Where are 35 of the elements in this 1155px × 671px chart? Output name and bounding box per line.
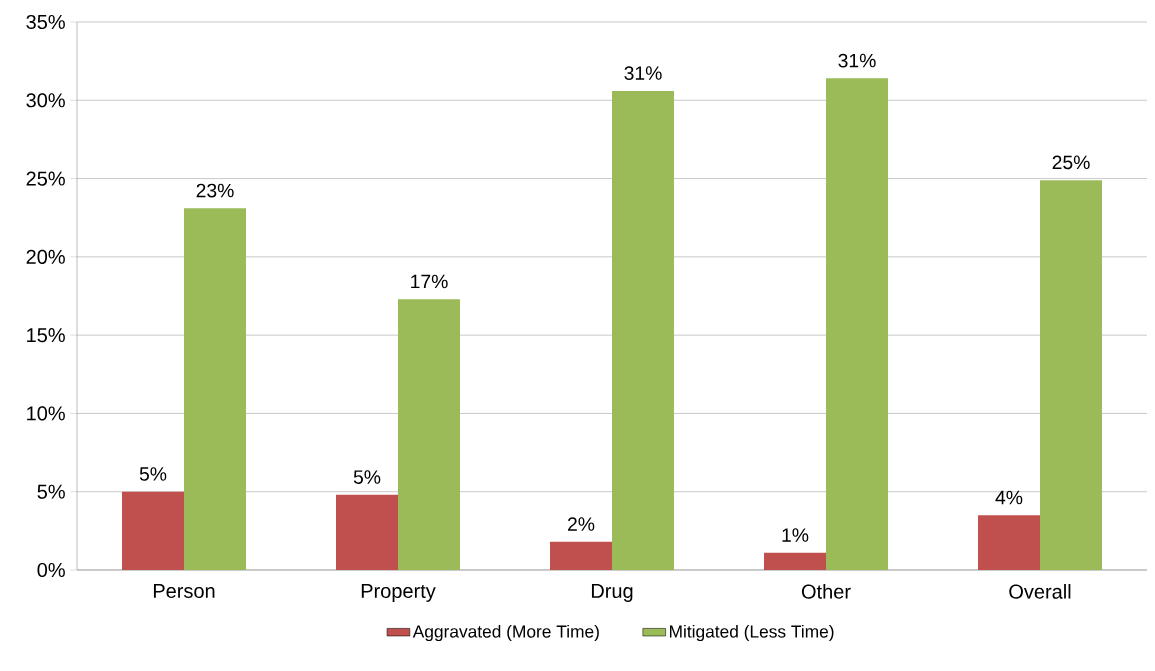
data-label: 4%: [995, 490, 1023, 505]
x-tick-label: Overall: [1009, 584, 1071, 599]
x-tick-label: Drug: [591, 584, 633, 602]
data-label: 23%: [196, 183, 234, 198]
bar: [398, 299, 461, 570]
x-tick-label: Person: [153, 584, 215, 598]
y-tick-label: 25%: [26, 171, 65, 186]
y-tick-label: 20%: [26, 249, 65, 264]
y-tick-label: 10%: [27, 406, 65, 421]
bar: [612, 90, 675, 570]
bar: [336, 494, 399, 570]
y-tick-label: 5%: [37, 484, 65, 499]
y-tick-label: 15%: [27, 328, 65, 343]
data-label: 17%: [411, 274, 448, 289]
data-label: 5%: [139, 467, 167, 481]
data-label: 5%: [353, 470, 381, 484]
legend-label: Aggravated (More Time): [412, 624, 599, 642]
y-tick-label: 0%: [37, 562, 65, 578]
bar: [122, 491, 184, 570]
data-label: 1%: [782, 528, 809, 542]
bar: [764, 552, 827, 570]
data-label: 31%: [624, 66, 662, 80]
x-tick-label: Other: [801, 584, 851, 599]
x-tick-label: Property: [361, 584, 436, 602]
y-tick-label: 30%: [26, 93, 65, 108]
bar: [826, 78, 889, 570]
y-tick-label: 35%: [26, 14, 65, 30]
bar: [550, 541, 613, 570]
bar: [184, 208, 246, 570]
bar: [978, 515, 1041, 570]
legend-label: Mitigated (Less Time): [669, 624, 834, 642]
data-label: 25%: [1052, 155, 1090, 170]
data-label: 31%: [838, 53, 876, 68]
data-label: 2%: [568, 517, 595, 531]
bar: [1040, 180, 1103, 570]
